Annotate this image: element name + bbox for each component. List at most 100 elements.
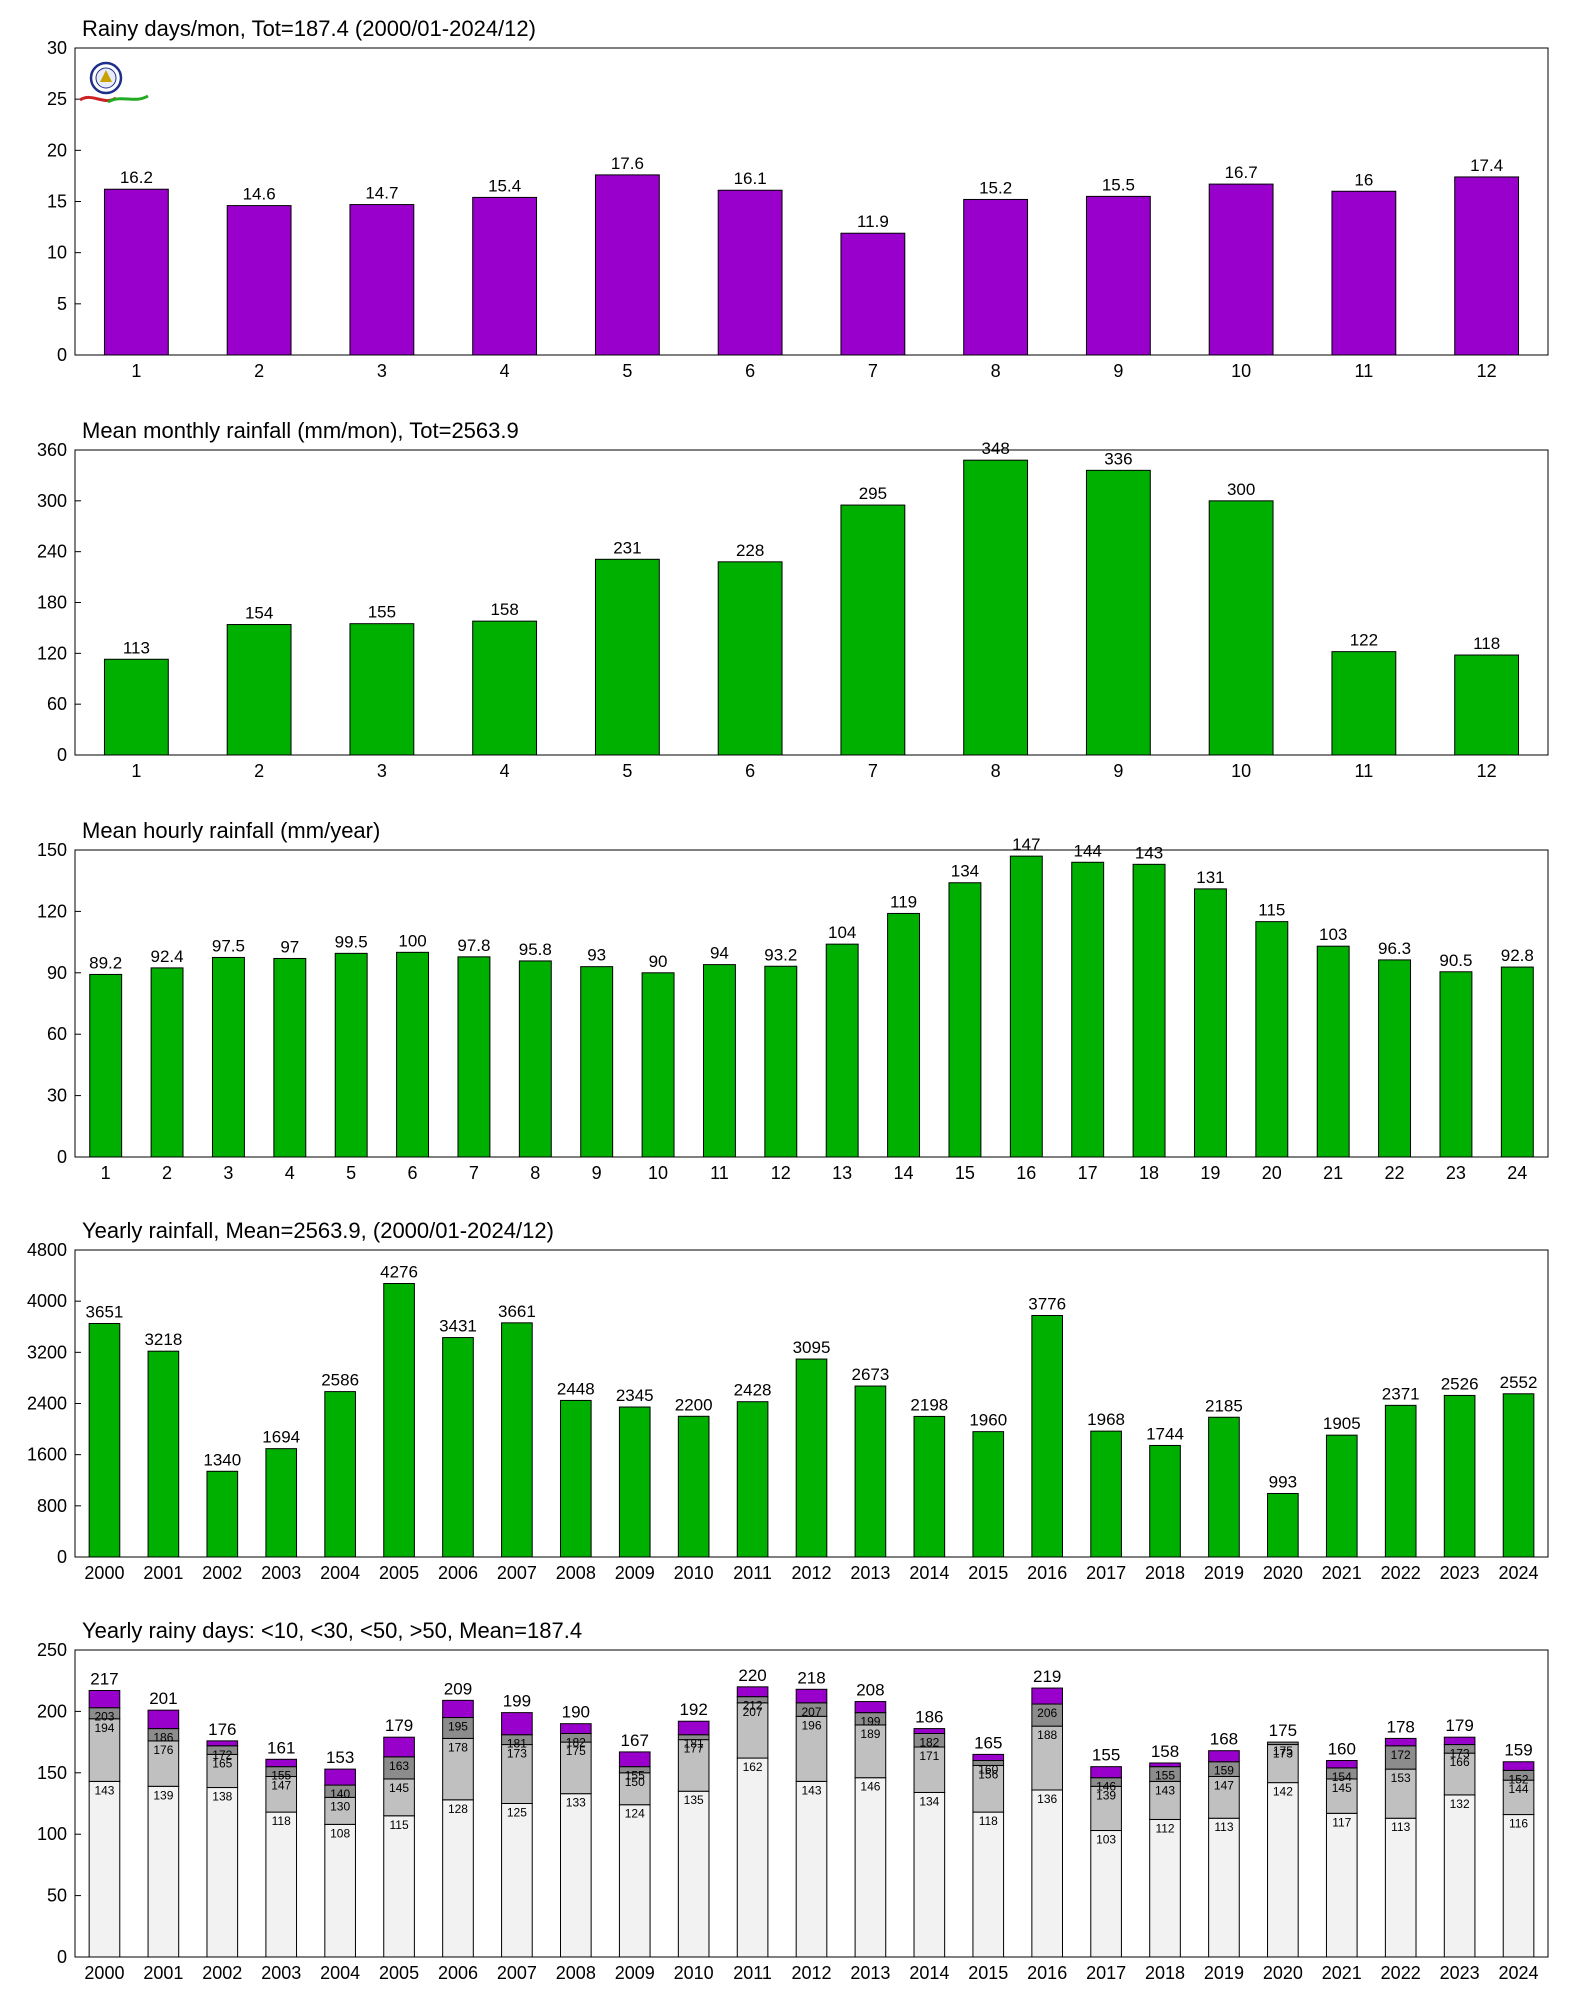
segment-value-label: 156 [978,1767,998,1781]
bar-segment-lt10 [206,1787,239,1958]
bar-segment-gt50 [1149,1762,1181,1768]
bar-segment-gt50 [501,1712,533,1736]
bar [1331,651,1397,756]
segment-value-label: 113 [1391,1820,1410,1834]
bar [1208,183,1274,356]
x-tick-label: 6 [745,761,755,781]
bar-value-label: 2428 [734,1381,772,1400]
bar-segment-lt10 [1208,1817,1240,1958]
bar [206,1470,239,1558]
segment-value-label: 178 [448,1740,468,1754]
bar-value-label: 3095 [793,1338,831,1357]
bar-total-label: 220 [738,1666,766,1685]
bar [103,188,169,356]
bar [1500,966,1534,1158]
bar-value-label: 134 [951,862,979,881]
y-tick-label: 30 [47,38,67,58]
x-tick-label: 5 [622,761,632,781]
bar-total-label: 192 [679,1700,707,1719]
x-tick-label: 3 [223,1163,233,1183]
bar-value-label: 231 [613,538,641,557]
y-tick-label: 50 [47,1886,67,1906]
bar [1331,190,1397,356]
segment-value-label: 207 [743,1705,763,1719]
bar [702,964,736,1158]
bar-total-label: 160 [1328,1740,1356,1759]
bar-value-label: 1340 [203,1450,241,1469]
bar [641,972,675,1158]
bar-total-label: 199 [503,1692,531,1711]
x-tick-label: 2004 [320,1963,360,1983]
x-tick-label: 2019 [1204,1563,1244,1583]
bar-segment-lt30 [1090,1785,1122,1832]
x-tick-label: 2006 [438,1963,478,1983]
bar-value-label: 1968 [1087,1410,1125,1429]
bar-segment-gt50 [854,1701,887,1714]
bar [211,956,245,1158]
bar [618,1406,651,1558]
bar-value-label: 1960 [969,1411,1007,1430]
x-tick-label: 2008 [556,1563,596,1583]
bar [560,1399,592,1558]
x-tick-label: 9 [1113,361,1123,381]
bar [1255,921,1289,1158]
bar-segment-gt50 [88,1690,121,1709]
bar-value-label: 2552 [1500,1373,1538,1392]
bar-segment-lt10 [265,1811,298,1958]
bar-value-label: 1744 [1146,1424,1184,1443]
x-tick-label: 1 [101,1163,111,1183]
bar-segment-gt50 [265,1758,298,1768]
segment-value-label: 182 [566,1736,586,1750]
bar-segment-lt30 [1502,1779,1535,1816]
bar-segment-lt10 [501,1803,533,1958]
bar-segment-lt30 [795,1715,828,1782]
bar [1085,195,1151,356]
bar-value-label: 94 [710,944,729,963]
plot-frame [74,449,1549,756]
bar [1325,1434,1358,1558]
bar [1193,888,1227,1158]
x-tick-label: 9 [592,1163,602,1183]
bar [1208,1416,1240,1558]
segment-value-label: 182 [919,1736,939,1750]
chart-title: Yearly rainy days: <10, <30, <50, >50, M… [82,1618,582,1643]
segment-value-label: 108 [330,1826,350,1840]
bar [457,956,491,1158]
x-tick-label: 8 [991,761,1001,781]
x-tick-label: 20 [1262,1163,1282,1183]
bar-value-label: 228 [736,541,764,560]
bar-value-label: 118 [1473,634,1500,653]
bar-segment-lt30 [1325,1778,1358,1814]
bar-segment-lt10 [913,1791,946,1958]
bar-segment-lt10 [677,1790,710,1958]
segment-value-label: 173 [1273,1747,1293,1761]
bar [501,1322,533,1558]
segment-value-label: 194 [94,1721,114,1735]
bar-segment-gt50 [560,1723,592,1735]
bar-segment-gt50 [147,1709,180,1730]
bar-value-label: 92.8 [1501,946,1534,965]
segment-value-label: 186 [153,1731,173,1745]
bar-segment-gt50 [913,1728,946,1735]
x-tick-label: 12 [1477,361,1497,381]
y-tick-label: 800 [37,1496,67,1516]
bar [764,965,798,1158]
bar-value-label: 122 [1350,631,1378,650]
bar [273,957,307,1158]
chart-1: Rainy days/mon, Tot=187.4 (2000/01-2024/… [47,16,1549,381]
x-tick-label: 2014 [909,1963,949,1983]
segment-value-label: 145 [389,1781,409,1795]
segment-value-label: 165 [212,1756,232,1770]
x-tick-label: 2003 [261,1563,301,1583]
chart-title: Mean hourly rainfall (mm/year) [82,818,380,843]
y-tick-label: 240 [37,542,67,562]
bar [383,1283,415,1558]
bar [226,205,292,356]
bar [1443,1394,1476,1558]
x-tick-label: 2018 [1145,1563,1185,1583]
x-tick-label: 8 [991,361,1001,381]
segment-value-label: 136 [1037,1792,1057,1806]
x-tick-label: 2016 [1027,1963,1067,1983]
segment-value-label: 172 [212,1748,232,1762]
bar-segment-lt30 [1149,1780,1181,1820]
